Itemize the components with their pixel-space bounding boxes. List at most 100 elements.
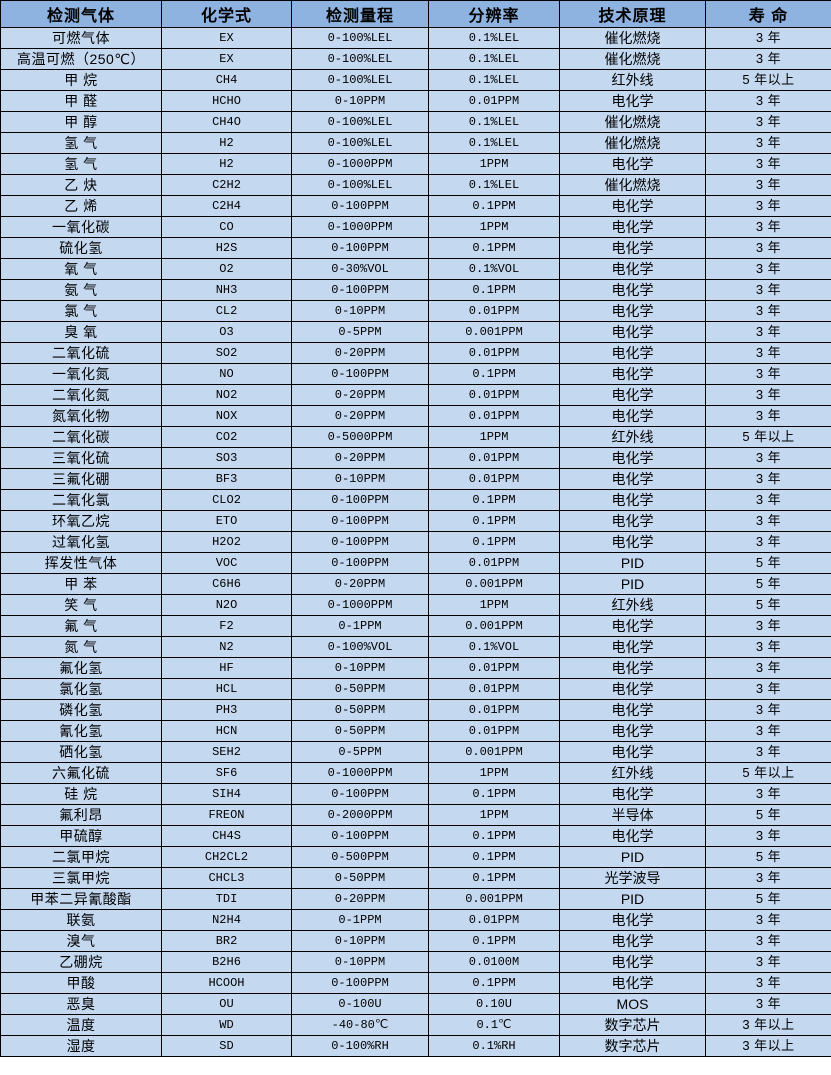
cell-principle: 催化燃烧 (559, 132, 706, 154)
cell-range: 0-2000PPM (291, 804, 429, 826)
cell-gas: 甲 醇 (0, 111, 162, 133)
cell-range: 0-100%LEL (291, 69, 429, 91)
cell-formula: NOX (161, 405, 292, 427)
cell-range: 0-10PPM (291, 90, 429, 112)
cell-resolution: 0.01PPM (428, 384, 560, 406)
cell-range: 0-100%RH (291, 1035, 429, 1057)
cell-range: 0-100%VOL (291, 636, 429, 658)
cell-life: 3 年 (705, 951, 831, 973)
cell-gas: 氟化氢 (0, 657, 162, 679)
table-row: 溴气 BR2 0-10PPM 0.1PPM 电化学 3 年 (0, 930, 831, 952)
cell-resolution: 1PPM (428, 216, 560, 238)
cell-range: 0-100PPM (291, 510, 429, 532)
cell-principle: 催化燃烧 (559, 174, 706, 196)
cell-principle: 电化学 (559, 657, 706, 679)
cell-formula: O3 (161, 321, 292, 343)
cell-gas: 一氧化氮 (0, 363, 162, 385)
table-row: 氮氧化物 NOX 0-20PPM 0.01PPM 电化学 3 年 (0, 405, 831, 427)
table-row: 乙 炔 C2H2 0-100%LEL 0.1%LEL 催化燃烧 3 年 (0, 174, 831, 196)
table-row: 可燃气体 EX 0-100%LEL 0.1%LEL 催化燃烧 3 年 (0, 27, 831, 49)
cell-resolution: 1PPM (428, 804, 560, 826)
cell-range: 0-100%LEL (291, 132, 429, 154)
cell-gas: 氟利昂 (0, 804, 162, 826)
cell-range: 0-50PPM (291, 720, 429, 742)
cell-life: 3 年 (705, 237, 831, 259)
cell-gas: 环氧乙烷 (0, 510, 162, 532)
cell-principle: 红外线 (559, 69, 706, 91)
cell-resolution: 0.01PPM (428, 90, 560, 112)
cell-resolution: 0.1%LEL (428, 48, 560, 70)
cell-life: 3 年 (705, 216, 831, 238)
cell-principle: PID (559, 846, 706, 868)
table-row: 甲 醇 CH4O 0-100%LEL 0.1%LEL 催化燃烧 3 年 (0, 111, 831, 133)
cell-resolution: 1PPM (428, 594, 560, 616)
cell-life: 3 年 (705, 972, 831, 994)
cell-principle: PID (559, 573, 706, 595)
cell-life: 3 年以上 (705, 1014, 831, 1036)
table-row: 氰化氢 HCN 0-50PPM 0.01PPM 电化学 3 年 (0, 720, 831, 742)
cell-principle: 电化学 (559, 636, 706, 658)
cell-resolution: 0.01PPM (428, 405, 560, 427)
cell-gas: 磷化氢 (0, 699, 162, 721)
cell-formula: CH4O (161, 111, 292, 133)
cell-resolution: 0.1PPM (428, 279, 560, 301)
cell-formula: PH3 (161, 699, 292, 721)
cell-range: 0-100%LEL (291, 27, 429, 49)
cell-life: 3 年 (705, 48, 831, 70)
table-row: 氨 气 NH3 0-100PPM 0.1PPM 电化学 3 年 (0, 279, 831, 301)
cell-life: 3 年 (705, 825, 831, 847)
cell-life: 3 年 (705, 342, 831, 364)
table-row: 湿度 SD 0-100%RH 0.1%RH 数字芯片 3 年以上 (0, 1035, 831, 1057)
table-row: 臭 氧 O3 0-5PPM 0.001PPM 电化学 3 年 (0, 321, 831, 343)
cell-range: 0-100PPM (291, 825, 429, 847)
cell-resolution: 0.01PPM (428, 909, 560, 931)
cell-formula: SF6 (161, 762, 292, 784)
table-row: 一氧化氮 NO 0-100PPM 0.1PPM 电化学 3 年 (0, 363, 831, 385)
cell-resolution: 0.1PPM (428, 510, 560, 532)
cell-life: 5 年 (705, 846, 831, 868)
table-row: 二氧化碳 CO2 0-5000PPM 1PPM 红外线 5 年以上 (0, 426, 831, 448)
cell-gas: 高温可燃（250℃） (0, 48, 162, 70)
cell-formula: N2H4 (161, 909, 292, 931)
cell-resolution: 0.1%VOL (428, 258, 560, 280)
cell-gas: 溴气 (0, 930, 162, 952)
cell-resolution: 0.1PPM (428, 531, 560, 553)
cell-principle: 电化学 (559, 783, 706, 805)
cell-life: 3 年 (705, 258, 831, 280)
cell-gas: 氢 气 (0, 132, 162, 154)
table-row: 氟利昂 FREON 0-2000PPM 1PPM 半导体 5 年 (0, 804, 831, 826)
cell-resolution: 0.01PPM (428, 699, 560, 721)
cell-life: 3 年 (705, 636, 831, 658)
cell-life: 3 年以上 (705, 1035, 831, 1057)
cell-life: 3 年 (705, 132, 831, 154)
cell-gas: 三氧化硫 (0, 447, 162, 469)
cell-principle: 数字芯片 (559, 1014, 706, 1036)
cell-range: 0-100PPM (291, 489, 429, 511)
table-row: 氢 气 H2 0-100%LEL 0.1%LEL 催化燃烧 3 年 (0, 132, 831, 154)
cell-gas: 二氧化氮 (0, 384, 162, 406)
cell-range: 0-100PPM (291, 531, 429, 553)
cell-gas: 氟 气 (0, 615, 162, 637)
cell-formula: SIH4 (161, 783, 292, 805)
cell-resolution: 0.1%LEL (428, 111, 560, 133)
cell-gas: 挥发性气体 (0, 552, 162, 574)
table-row: 硒化氢 SEH2 0-5PPM 0.001PPM 电化学 3 年 (0, 741, 831, 763)
cell-life: 3 年 (705, 657, 831, 679)
cell-gas: 过氧化氢 (0, 531, 162, 553)
cell-range: 0-50PPM (291, 867, 429, 889)
cell-formula: CO2 (161, 426, 292, 448)
table-row: 过氧化氢 H2O2 0-100PPM 0.1PPM 电化学 3 年 (0, 531, 831, 553)
cell-resolution: 0.1PPM (428, 783, 560, 805)
cell-formula: H2 (161, 132, 292, 154)
cell-gas: 恶臭 (0, 993, 162, 1015)
cell-gas: 三氯甲烷 (0, 867, 162, 889)
cell-life: 3 年 (705, 174, 831, 196)
cell-gas: 一氧化碳 (0, 216, 162, 238)
cell-resolution: 0.1PPM (428, 363, 560, 385)
cell-life: 3 年 (705, 27, 831, 49)
cell-formula: VOC (161, 552, 292, 574)
table-row: 磷化氢 PH3 0-50PPM 0.01PPM 电化学 3 年 (0, 699, 831, 721)
column-header-range: 检测量程 (291, 0, 429, 28)
cell-life: 3 年 (705, 405, 831, 427)
